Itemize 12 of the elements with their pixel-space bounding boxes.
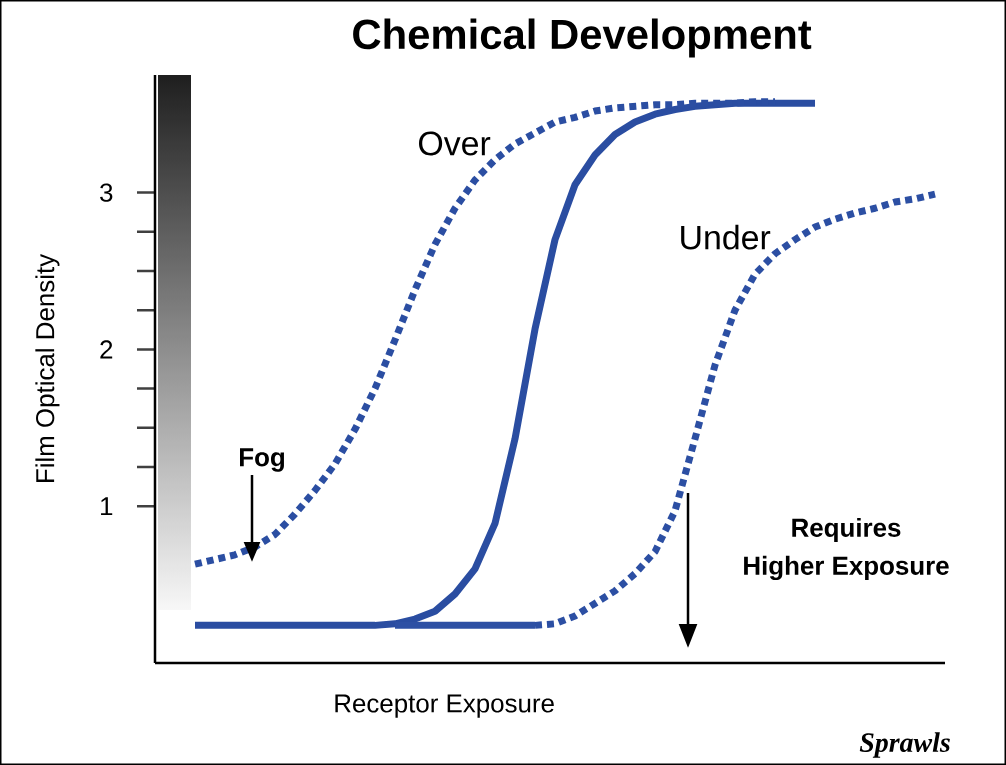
annotation: Higher Exposure xyxy=(744,555,949,581)
text: Sprawls xyxy=(859,732,950,758)
x-axis-title: Receptor Exposure xyxy=(335,694,554,718)
annotation: Requires xyxy=(792,517,901,543)
chart-title: Chemical Development xyxy=(353,18,812,58)
y-tick-label: 3 xyxy=(100,183,113,202)
series-label: Under xyxy=(681,224,771,250)
series-label: Over xyxy=(419,131,491,156)
y-axis-title: Film Optical Density xyxy=(35,253,60,483)
y-tick-label: 2 xyxy=(100,340,113,359)
annotation: Fog xyxy=(240,448,285,472)
y-tick-label: 1 xyxy=(101,497,113,516)
